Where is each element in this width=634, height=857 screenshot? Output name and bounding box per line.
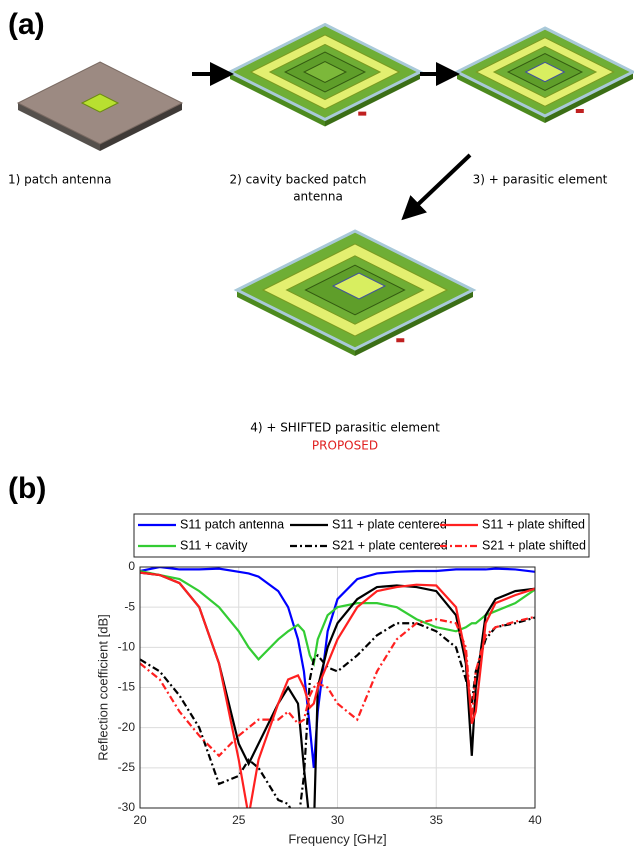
panel-label: (a): [8, 8, 45, 41]
arrow: [410, 155, 470, 212]
y-axis-label: Reflection coefficient [dB]: [95, 614, 110, 760]
x-tick-label: 40: [528, 813, 542, 827]
chart: -30 -25 -20 -15 -10 -5 0 20 25 30 35 40 Frequency [G…: [95, 514, 589, 846]
x-tick-label: 20: [133, 813, 147, 827]
caption: 2) cavity backed patch: [230, 173, 367, 187]
figure: (a) 1) patch antenna 2) cavity backed pa…: [0, 0, 634, 853]
legend-label: S11 + plate shifted: [482, 517, 585, 531]
caption: 1) patch antenna: [8, 173, 111, 187]
x-axis-label: Frequency [GHz]: [288, 831, 386, 846]
legend-label: S21 + plate shifted: [482, 538, 586, 552]
y-tick-label: 0: [128, 559, 135, 573]
port: [396, 338, 404, 342]
legend-label: S11 + cavity: [180, 538, 248, 552]
caption: 3) + parasitic element: [473, 173, 608, 187]
y-tick-label: -5: [124, 599, 135, 613]
panel-label: (b): [8, 472, 46, 505]
x-tick-label: 25: [232, 813, 246, 827]
legend-label: S21 + plate centered: [332, 538, 448, 552]
caption: antenna: [293, 190, 343, 204]
legend-label: S11 + plate centered: [332, 517, 447, 531]
port: [576, 109, 584, 113]
y-tick-label: -25: [118, 760, 136, 774]
y-tick-label: -30: [118, 800, 136, 814]
y-tick-label: -20: [118, 720, 136, 734]
x-tick-label: 35: [430, 813, 444, 827]
caption: 4) + SHIFTED parasitic element: [250, 421, 440, 435]
x-tick-label: 30: [331, 813, 345, 827]
y-tick-label: -10: [118, 640, 136, 654]
caption-highlight: PROPOSED: [312, 439, 378, 453]
y-tick-label: -15: [118, 680, 136, 694]
port: [358, 112, 366, 116]
legend-label: S11 patch antenna: [180, 517, 284, 531]
